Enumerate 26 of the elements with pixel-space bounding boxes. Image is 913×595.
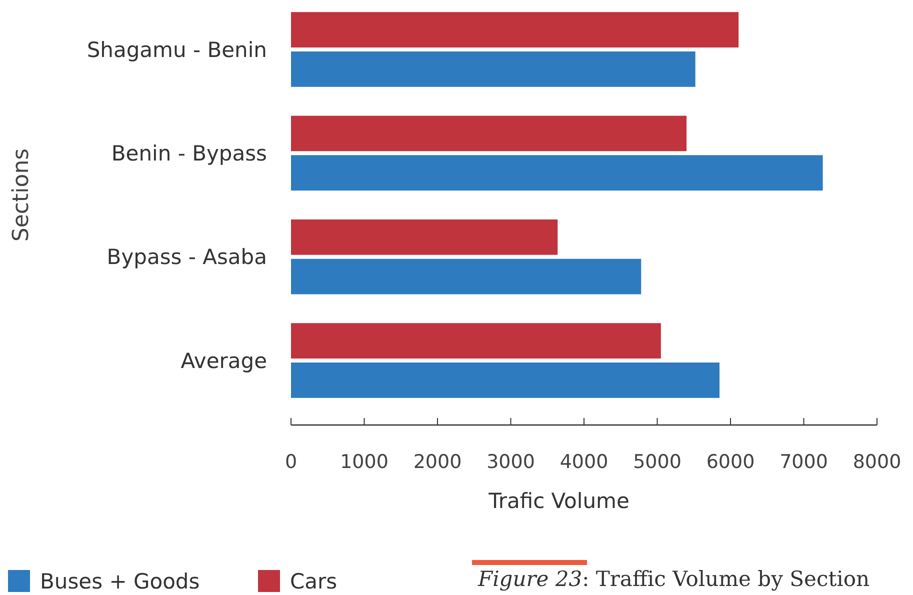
y-tick-label: Average — [180, 348, 267, 373]
x-tick-label: 3000 — [486, 451, 535, 473]
x-tick-label: 8000 — [852, 451, 902, 473]
x-tick-label: 7000 — [780, 451, 828, 473]
legend-label: Buses + Goods — [40, 569, 200, 594]
y-tick-label: Benin - Bypass — [111, 142, 267, 166]
x-tick-label: 4000 — [560, 451, 608, 473]
y-tick-label: Bypass - Asaba — [106, 245, 267, 270]
bar — [291, 51, 696, 87]
x-tick-label: 5000 — [633, 451, 682, 473]
bar — [291, 219, 558, 255]
y-tick-label: Shagamu - Benin — [86, 38, 267, 62]
legend-label: Cars — [290, 569, 338, 594]
bar — [291, 362, 720, 398]
x-tick-label: 2000 — [413, 451, 462, 473]
caption: Figure 23: Traffic Volume by Section — [477, 567, 870, 591]
x-tick-label: 6000 — [706, 451, 755, 473]
bar — [291, 155, 823, 191]
x-tick-label: 0 — [284, 451, 298, 473]
x-axis-title: Trafic Volume — [488, 489, 630, 513]
bar — [291, 12, 739, 48]
bar — [291, 258, 642, 294]
bar — [291, 323, 661, 359]
x-tick-label: 1000 — [340, 451, 388, 473]
y-axis-title: Sections — [9, 148, 34, 242]
bar — [291, 116, 687, 152]
